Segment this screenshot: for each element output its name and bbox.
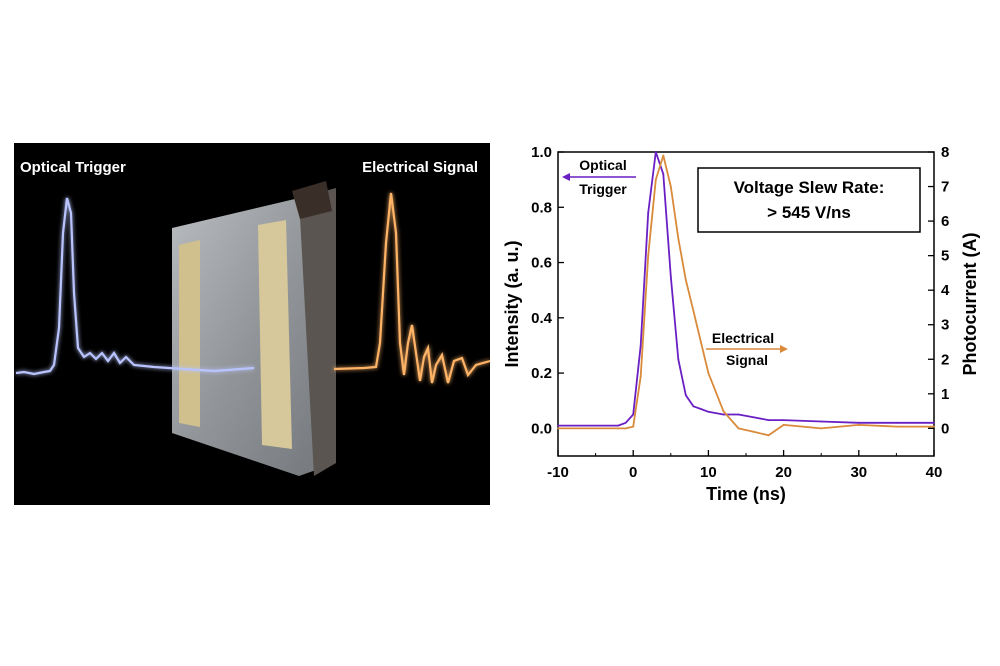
annotation-electrical-line2: Signal (726, 352, 768, 368)
series-layer (557, 151, 935, 437)
series-point-left (654, 151, 657, 153)
axes: -10 0 10 20 30 40 0.0 0.2 0.4 0.6 0.8 1.0 0 1 2 3 4 5 6 7 8 T… (502, 144, 980, 504)
left-tick-label: 0.2 (531, 365, 552, 382)
left-tick-label: 0.0 (531, 420, 552, 437)
series-point-right (820, 427, 823, 430)
left-axis-title: Intensity (a. u.) (502, 240, 522, 367)
series-point-left (895, 421, 898, 424)
x-axis-title: Time (ns) (706, 484, 786, 504)
series-point-left (662, 173, 665, 175)
right-tick-label: 7 (941, 179, 949, 196)
x-tick-label: 40 (926, 464, 943, 481)
x-tick-label: -10 (547, 464, 569, 481)
right-tick-label: 1 (941, 386, 949, 403)
series-point-right (669, 185, 672, 188)
right-tick-label: 6 (941, 213, 949, 230)
right-tick-label: 5 (941, 248, 949, 265)
series-point-left (933, 421, 935, 424)
series-point-right (737, 427, 740, 430)
series-point-right (647, 254, 650, 257)
series-point-left (722, 413, 725, 416)
series-point-right (767, 434, 770, 437)
series-point-left (617, 424, 620, 427)
electrode-left (179, 240, 200, 427)
electrode-right (258, 220, 292, 449)
series-point-right (857, 424, 860, 426)
series-point-right (707, 372, 710, 374)
series-point-right (722, 410, 725, 412)
pulse-chart: -10 0 10 20 30 40 0.0 0.2 0.4 0.6 0.8 1.0 0 1 2 3 4 5 6 7 8 T… (502, 144, 980, 504)
series-point-right (639, 375, 642, 378)
series-point-right (662, 154, 665, 157)
series-point-right (624, 427, 627, 430)
annotation-optical-line2: Trigger (579, 181, 627, 197)
x-tick-label: 20 (775, 464, 792, 481)
left-tick-label: 0.4 (531, 310, 553, 327)
series-point-right (933, 425, 935, 428)
device-photo-panel: Optical Trigger Electrical Signal (14, 143, 490, 505)
series-point-left (684, 394, 687, 397)
series-point-left (700, 408, 702, 410)
series-point-left (632, 413, 635, 416)
series-point-right (557, 427, 559, 430)
series-point-right (895, 425, 898, 428)
annotation-electrical-line1: Electrical (712, 330, 774, 346)
series-point-right (654, 178, 657, 181)
series-point-right (617, 427, 620, 430)
series-point-left (857, 421, 860, 424)
series-point-right (684, 278, 687, 281)
right-tick-label: 4 (941, 282, 950, 299)
annotation-electrical-arrowhead (780, 345, 788, 353)
annotations: Optical Trigger Electrical Signal Voltage Sl… (562, 157, 921, 368)
series-point-right (752, 430, 755, 433)
optical-trigger-waveform (15, 197, 255, 376)
x-tick-label: 0 (629, 464, 637, 481)
series-point-left (737, 413, 740, 416)
right-tick-label: 3 (941, 317, 949, 334)
electrical-signal-label: Electrical Signal (362, 159, 478, 176)
electrical-signal-waveform (333, 192, 490, 384)
substrate-edge (299, 188, 336, 476)
annotation-optical-arrowhead (562, 173, 570, 181)
slew-rate-line2: > 545 V/ns (767, 203, 851, 222)
series-point-left (639, 344, 642, 347)
series-point-left (624, 421, 627, 424)
series-point-left (820, 420, 823, 423)
series-point-left (752, 416, 755, 419)
right-tick-label: 2 (941, 351, 949, 368)
series-point-right (782, 424, 785, 426)
glass-substrate (172, 198, 336, 476)
series-point-left (557, 424, 559, 427)
right-axis-title: Photocurrent (A) (960, 233, 980, 376)
left-tick-label: 0.8 (531, 199, 552, 216)
left-tick-label: 1.0 (531, 144, 552, 161)
series-point-right (700, 341, 702, 343)
series-point-left (782, 419, 785, 421)
left-tick-label: 0.6 (531, 255, 552, 272)
series-point-right (692, 310, 695, 312)
series-point-left (767, 419, 770, 421)
x-tick-label: 30 (850, 464, 867, 481)
series-point-right (677, 237, 680, 240)
right-tick-label: 8 (941, 144, 949, 161)
series-point-left (647, 211, 650, 214)
series-point-left (692, 405, 695, 408)
series-point-left (707, 410, 710, 413)
x-tick-label: 10 (700, 464, 717, 481)
substrate-top (292, 181, 332, 219)
right-tick-label: 0 (941, 420, 949, 437)
series-point-left (669, 275, 672, 278)
slew-rate-line1: Voltage Slew Rate: (734, 178, 885, 197)
series-point-left (677, 358, 680, 361)
annotation-optical-line1: Optical (579, 157, 626, 173)
series-point-right (632, 425, 635, 428)
device-illustration (15, 181, 490, 476)
slew-rate-box (697, 167, 921, 233)
optical-trigger-label: Optical Trigger (20, 159, 126, 176)
